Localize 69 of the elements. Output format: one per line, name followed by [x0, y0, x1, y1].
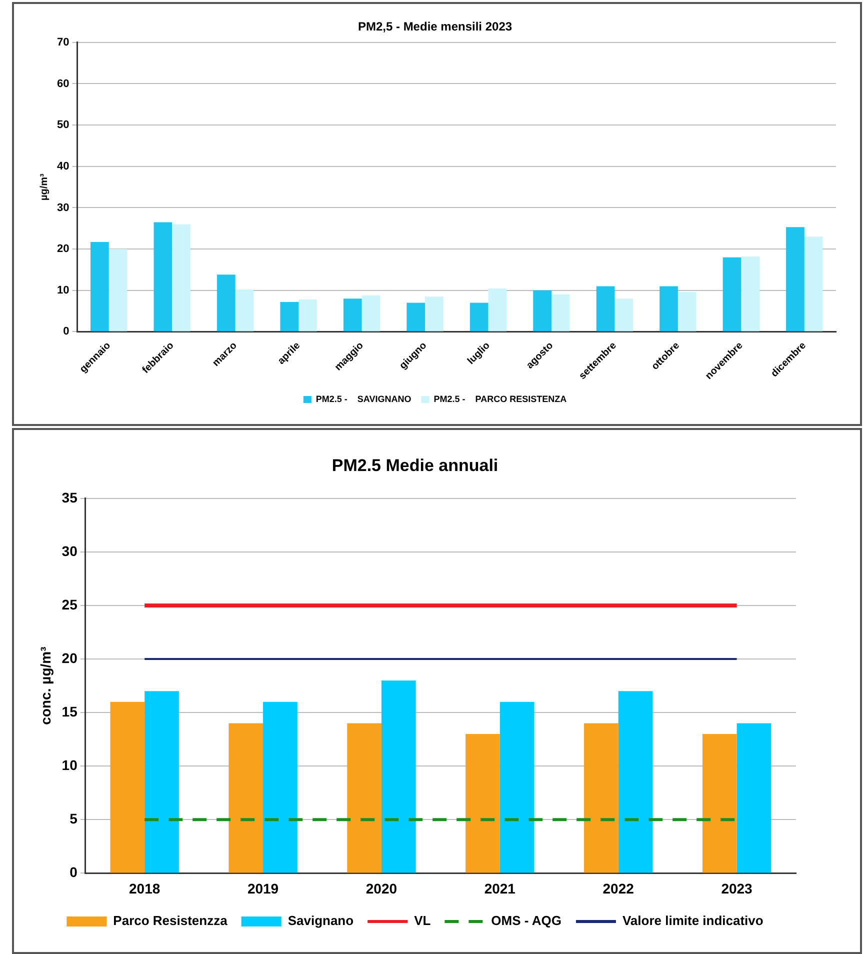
bar [347, 723, 382, 873]
legend-label: PM2.5 - SAVIGNANO [316, 394, 412, 404]
y-tick-label: 30 [56, 202, 70, 214]
legend-label: Savignano [288, 913, 354, 928]
bar [722, 257, 742, 332]
bar [736, 723, 772, 873]
bar [584, 723, 618, 873]
bar [470, 302, 488, 332]
bar [362, 295, 380, 332]
y-tick-label: 20 [62, 650, 78, 666]
y-tick-label: 0 [63, 326, 70, 338]
bar [298, 299, 317, 332]
bar [466, 734, 500, 873]
y-tick-label: 10 [62, 756, 78, 773]
legend-label: PM2.5 - PARCO RESISTENZA [434, 394, 568, 404]
y-tick-label: 10 [56, 284, 70, 296]
x-tick-label: 2023 [721, 880, 753, 896]
bar [678, 292, 696, 332]
bar [702, 734, 737, 873]
x-tick-label: 2018 [129, 880, 160, 896]
x-tick-label: 2019 [247, 880, 279, 896]
bar [280, 302, 299, 332]
y-tick-label: 30 [62, 542, 78, 559]
bar [108, 249, 128, 332]
legend-label: Parco Resistenzza [113, 913, 228, 928]
bar [381, 680, 416, 873]
bar [551, 294, 570, 332]
bar [741, 256, 760, 332]
y-tick-label: 15 [62, 703, 78, 720]
bar [425, 296, 444, 332]
x-tick-label: 2021 [484, 880, 516, 896]
bar [618, 691, 653, 873]
bar [500, 702, 534, 873]
chart-title: PM2.5 Medie annuali [332, 456, 498, 475]
bar [343, 298, 362, 332]
bar [263, 702, 298, 873]
bar [614, 298, 634, 332]
legend-label: Valore limite indicativo [622, 913, 764, 928]
y-tick-label: 70 [56, 36, 70, 48]
chart-title: PM2,5 - Medie mensili 2023 [358, 20, 512, 34]
y-axis-title: µg/m³ [38, 172, 50, 200]
y-tick-label: 35 [62, 489, 78, 506]
bar [596, 286, 615, 332]
x-tick-label: 2020 [366, 880, 398, 896]
bar [216, 274, 236, 332]
y-tick-label: 25 [62, 596, 78, 612]
bar [154, 222, 172, 332]
bar [786, 227, 804, 332]
bar [406, 302, 426, 332]
bar [533, 290, 552, 332]
y-tick-label: 40 [56, 160, 70, 172]
y-tick-label: 0 [70, 864, 78, 880]
bar [110, 702, 145, 873]
y-tick-label: 5 [70, 810, 78, 827]
y-axis-title: conc. µg/m³ [37, 646, 54, 725]
bar [804, 236, 823, 332]
legend-label: OMS - AQG [491, 913, 562, 928]
x-tick-label: 2022 [602, 880, 634, 896]
y-tick-label: 50 [56, 119, 70, 132]
bar [172, 224, 190, 332]
bar [235, 290, 254, 332]
y-tick-label: 60 [56, 78, 70, 90]
bar [228, 723, 264, 873]
bar [488, 288, 507, 332]
bar [90, 242, 109, 332]
y-tick-label: 20 [56, 243, 70, 256]
legend-label: VL [414, 913, 431, 928]
bar [660, 286, 678, 332]
bar [144, 691, 179, 873]
